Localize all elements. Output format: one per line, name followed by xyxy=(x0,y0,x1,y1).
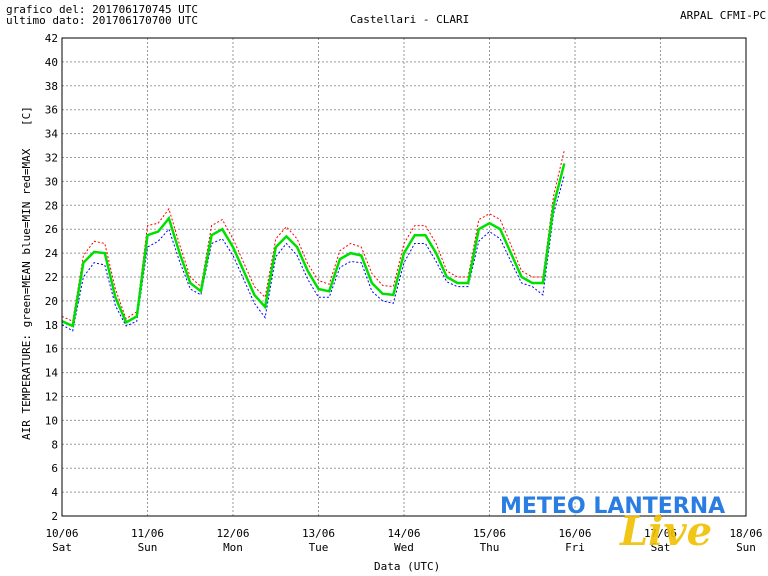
x-tick-date: 18/06 xyxy=(729,527,762,540)
y-tick-label: 30 xyxy=(45,175,58,188)
x-tick-date: 17/06 xyxy=(644,527,677,540)
x-tick-day: Mon xyxy=(223,541,243,554)
y-tick-label: 42 xyxy=(45,32,58,45)
x-tick-day: Sat xyxy=(52,541,72,554)
chart-timestamp-last-data: ultimo dato: 201706170700 UTC xyxy=(6,14,199,27)
y-tick-label: 14 xyxy=(45,367,59,380)
x-tick-day: Fri xyxy=(565,541,585,554)
y-tick-label: 2 xyxy=(51,510,58,523)
x-tick-day: Thu xyxy=(480,541,500,554)
y-tick-label: 8 xyxy=(51,438,58,451)
x-tick-date: 14/06 xyxy=(387,527,420,540)
watermark-logo: METEO LANTERNA Live xyxy=(500,494,750,564)
chart-source: ARPAL CFMI-PC xyxy=(680,9,767,22)
x-tick-date: 15/06 xyxy=(473,527,506,540)
x-tick-day: Tue xyxy=(309,541,329,554)
x-tick-day: Sun xyxy=(736,541,756,554)
y-tick-label: 20 xyxy=(45,295,58,308)
grid xyxy=(61,37,747,517)
y-axis-label: AIR TEMPERATURE: green=MEAN blue=MIN red… xyxy=(20,148,33,440)
y-tick-label: 10 xyxy=(45,414,58,427)
y-tick-label: 36 xyxy=(45,104,58,117)
y-tick-label: 28 xyxy=(45,199,58,212)
series-lines xyxy=(61,150,566,332)
y-tick-label: 40 xyxy=(45,56,58,69)
y-tick-label: 4 xyxy=(51,486,58,499)
y-tick-label: 24 xyxy=(45,247,59,260)
y-tick-label: 34 xyxy=(45,128,59,141)
x-tick-day: Sat xyxy=(651,541,671,554)
series-min-line xyxy=(61,175,565,332)
x-axis-label: Data (UTC) xyxy=(374,560,440,573)
x-tick-day: Sun xyxy=(138,541,158,554)
y-tick-label: 32 xyxy=(45,152,58,165)
y-tick-label: 22 xyxy=(45,271,58,284)
watermark-sub: Live xyxy=(620,508,713,555)
y-tick-label: 6 xyxy=(51,462,58,475)
x-tick-date: 11/06 xyxy=(131,527,164,540)
y-axis-unit: [C] xyxy=(20,106,33,126)
plot-frame xyxy=(61,37,747,517)
chart-title: Castellari - CLARI xyxy=(350,13,470,26)
series-mean-line xyxy=(61,163,566,328)
x-tick-date: 13/06 xyxy=(302,527,335,540)
y-tick-label: 12 xyxy=(45,391,58,404)
x-tick-date: 10/06 xyxy=(45,527,78,540)
x-tick-date: 12/06 xyxy=(216,527,249,540)
y-tick-label: 38 xyxy=(45,80,58,93)
y-tick-label: 16 xyxy=(45,343,58,356)
y-tick-label: 18 xyxy=(45,319,58,332)
watermark-brand: METEO LANTERNA xyxy=(500,494,726,519)
y-tick-label: 26 xyxy=(45,223,58,236)
series-max-line xyxy=(61,150,565,322)
x-tick-labels: 10/06Sat11/06Sun12/06Mon13/06Tue14/06Wed… xyxy=(45,527,762,554)
x-tick-date: 16/06 xyxy=(558,527,591,540)
chart-timestamp-generated: grafico del: 201706170745 UTC xyxy=(6,3,199,16)
x-tick-day: Wed xyxy=(394,541,414,554)
